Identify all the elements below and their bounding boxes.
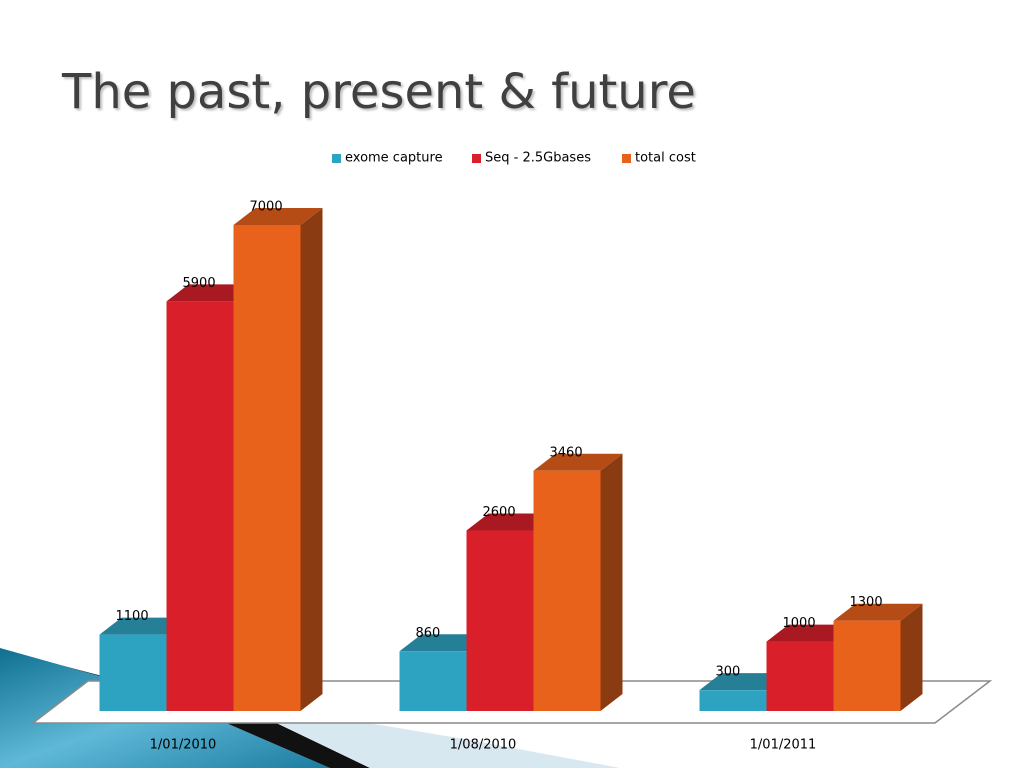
bar bbox=[699, 690, 767, 711]
bar-top bbox=[399, 634, 489, 652]
legend-label: total cost bbox=[635, 151, 696, 166]
bar-top bbox=[466, 513, 556, 531]
bar-side bbox=[900, 603, 923, 711]
data-label: 3460 bbox=[550, 445, 583, 460]
bar-side bbox=[300, 208, 323, 711]
bar-top bbox=[533, 453, 623, 471]
legend-label: Seq - 2.5Gbases bbox=[485, 151, 591, 166]
bar bbox=[833, 620, 901, 711]
bar bbox=[233, 225, 301, 711]
bar-top bbox=[699, 673, 789, 691]
bar bbox=[99, 634, 167, 711]
data-label: 1300 bbox=[850, 595, 883, 610]
legend-swatch bbox=[332, 154, 341, 163]
x-tick-label: 1/08/2010 bbox=[450, 738, 517, 753]
chart-title: The past, present & future bbox=[61, 64, 696, 120]
bar bbox=[399, 651, 467, 711]
bar bbox=[533, 470, 601, 711]
bar-top bbox=[233, 208, 323, 225]
legend-swatch bbox=[622, 154, 631, 163]
data-label: 300 bbox=[716, 665, 741, 680]
bar-top bbox=[833, 603, 923, 621]
bar-side bbox=[600, 453, 623, 711]
bar-top bbox=[166, 284, 256, 302]
x-tick-label: 1/01/2011 bbox=[750, 738, 817, 753]
bar bbox=[166, 301, 234, 711]
data-label: 2600 bbox=[483, 505, 516, 520]
legend-swatch bbox=[472, 154, 481, 163]
bar bbox=[466, 530, 534, 711]
legend-label: exome capture bbox=[345, 151, 443, 166]
bar bbox=[766, 641, 834, 711]
data-label: 7000 bbox=[250, 200, 283, 215]
bar-top bbox=[766, 624, 856, 642]
data-label: 1000 bbox=[783, 616, 816, 631]
data-label: 1100 bbox=[116, 609, 149, 624]
x-tick-label: 1/01/2010 bbox=[150, 738, 217, 753]
data-label: 5900 bbox=[183, 276, 216, 291]
data-label: 860 bbox=[416, 626, 441, 641]
bar-top bbox=[99, 617, 189, 635]
